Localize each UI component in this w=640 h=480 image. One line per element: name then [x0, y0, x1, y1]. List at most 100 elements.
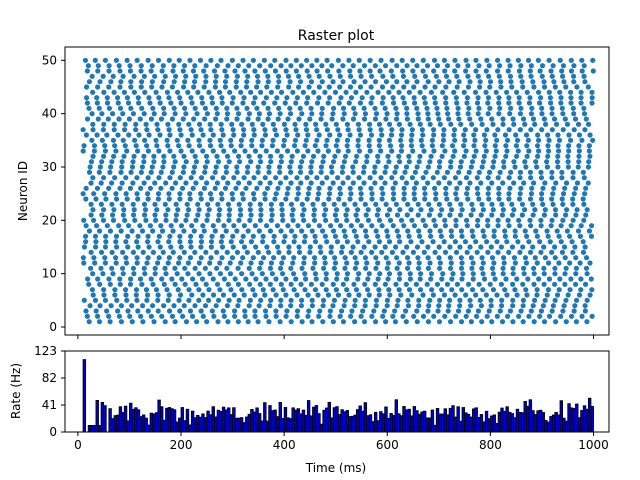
- spike-point: [420, 132, 426, 138]
- spike-point: [587, 153, 593, 159]
- spike-point: [321, 212, 327, 218]
- spike-point: [483, 68, 489, 74]
- spike-point: [470, 271, 476, 277]
- spike-point: [218, 57, 224, 63]
- spike-point: [421, 249, 427, 255]
- spike-point: [444, 281, 451, 287]
- spike-point: [570, 217, 576, 223]
- spike-point: [340, 281, 346, 287]
- spike-point: [125, 308, 131, 314]
- spike-point: [84, 100, 90, 106]
- spike-point: [572, 244, 578, 250]
- spike-point: [277, 180, 283, 186]
- spike-point: [204, 111, 211, 117]
- spike-point: [267, 228, 274, 234]
- spike-point: [527, 95, 533, 101]
- spike-point: [404, 79, 410, 85]
- spike-point: [409, 132, 415, 138]
- spike-point: [406, 287, 413, 293]
- spike-point: [84, 68, 90, 74]
- spike-point: [337, 223, 344, 229]
- spike-point: [501, 255, 507, 261]
- spike-point: [355, 121, 362, 127]
- spike-point: [480, 228, 486, 234]
- spike-point: [403, 308, 409, 314]
- spike-point: [146, 95, 152, 101]
- rate-xlabel: Time (ms): [305, 461, 367, 475]
- spike-point: [118, 79, 124, 85]
- spike-point: [152, 271, 158, 277]
- spike-point: [155, 308, 161, 314]
- spike-point: [469, 121, 475, 127]
- spike-point: [496, 100, 502, 106]
- spike-point: [159, 68, 165, 74]
- spike-point: [171, 303, 177, 309]
- spike-point: [257, 201, 263, 207]
- spike-point: [161, 111, 167, 117]
- spike-point: [373, 201, 379, 207]
- spike-point: [101, 121, 107, 127]
- spike-point: [411, 100, 418, 106]
- spike-point: [145, 308, 151, 314]
- spike-point: [117, 185, 123, 191]
- spike-point: [143, 287, 150, 293]
- spike-point: [573, 297, 580, 303]
- spike-point: [512, 260, 518, 266]
- spike-point: [443, 95, 449, 101]
- spike-point: [463, 148, 469, 154]
- spike-point: [380, 313, 386, 319]
- spike-point: [268, 260, 274, 266]
- spike-point: [422, 223, 429, 229]
- spike-point: [129, 303, 135, 309]
- spike-point: [350, 244, 356, 250]
- spike-point: [570, 249, 576, 255]
- spike-point: [427, 228, 433, 234]
- spike-point: [113, 57, 120, 63]
- spike-point: [90, 271, 96, 277]
- spike-point: [292, 137, 299, 143]
- spike-point: [135, 233, 141, 239]
- spike-point: [412, 169, 418, 175]
- spike-point: [565, 159, 571, 165]
- spike-point: [581, 201, 587, 207]
- spike-point: [445, 308, 451, 314]
- spike-point: [285, 116, 291, 122]
- spike-point: [432, 95, 438, 101]
- spike-point: [177, 127, 183, 133]
- spike-point: [190, 185, 196, 191]
- spike-point: [369, 196, 375, 202]
- spike-point: [337, 185, 343, 191]
- spike-point: [448, 121, 454, 127]
- spike-point: [148, 68, 154, 74]
- spike-point: [199, 276, 206, 282]
- spike-point: [398, 217, 405, 223]
- spike-point: [504, 148, 510, 154]
- spike-point: [362, 201, 368, 207]
- spike-point: [228, 137, 234, 143]
- spike-point: [348, 249, 354, 255]
- spike-point: [219, 127, 225, 133]
- spike-point: [461, 132, 467, 138]
- spike-point: [494, 57, 501, 63]
- spike-point: [404, 111, 410, 117]
- spike-point: [581, 63, 587, 69]
- spike-point: [274, 223, 281, 229]
- spike-point: [369, 95, 375, 101]
- spike-point: [281, 121, 288, 127]
- spike-point: [189, 223, 195, 229]
- spike-point: [452, 148, 458, 154]
- spike-point: [286, 249, 292, 255]
- spike-point: [257, 180, 263, 186]
- spike-point: [309, 297, 315, 303]
- spike-point: [302, 287, 308, 293]
- spike-point: [465, 196, 471, 202]
- spike-point: [467, 79, 473, 85]
- spike-point: [587, 260, 593, 266]
- spike-point: [437, 212, 443, 218]
- rate-bar: [590, 405, 594, 433]
- spike-point: [450, 153, 456, 159]
- spike-point: [347, 132, 353, 138]
- spike-point: [434, 281, 441, 287]
- spike-point: [376, 143, 382, 149]
- spike-point: [218, 121, 224, 127]
